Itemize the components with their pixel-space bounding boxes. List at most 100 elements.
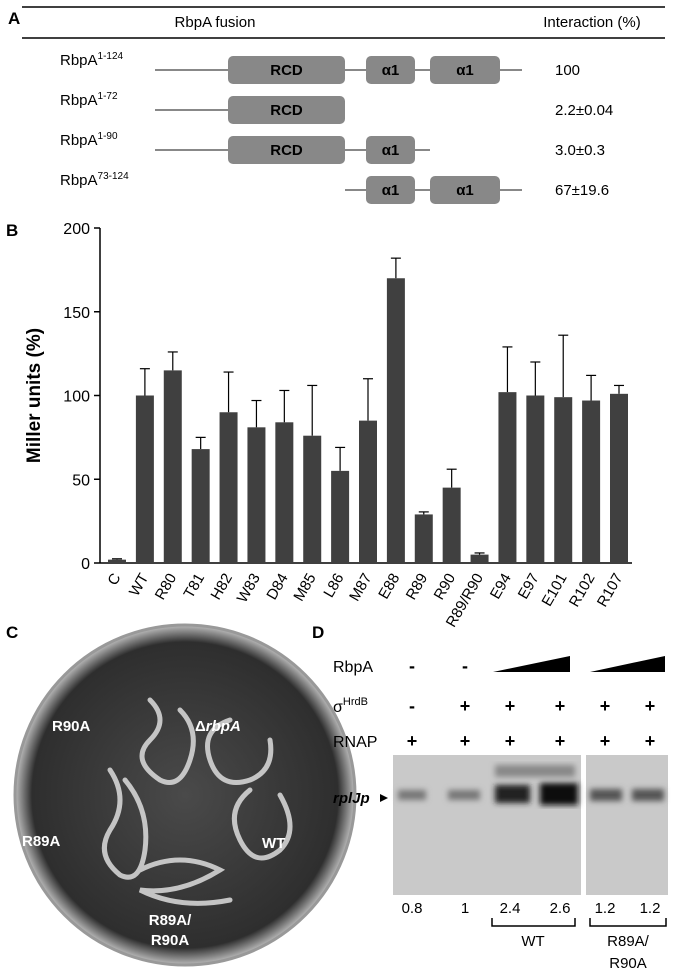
domain-label: α1	[456, 182, 474, 199]
quant: 2.6	[550, 900, 571, 917]
bracket	[491, 918, 576, 927]
bracket	[589, 918, 667, 927]
domain-label: RCD	[270, 62, 303, 79]
x-tick-label: M87	[346, 571, 375, 605]
range: 1-90	[98, 131, 118, 142]
sign: -	[462, 656, 468, 676]
interaction: 3.0±0.3	[555, 142, 605, 159]
sign: +	[555, 731, 566, 751]
y-tick-label: 0	[81, 556, 90, 573]
group-label: R90A	[609, 955, 647, 972]
x-tick-label: E97	[515, 571, 543, 603]
bar	[219, 412, 238, 563]
sign: -	[409, 696, 415, 716]
header: RbpA fusion	[175, 14, 256, 31]
domain	[228, 96, 345, 124]
x-tick-label: R102	[566, 571, 599, 611]
promoter-label: rplJp	[333, 790, 370, 807]
x-tick-label: D84	[263, 571, 291, 603]
y-tick-label: 150	[63, 305, 90, 322]
domain-label: α1	[456, 62, 474, 79]
delta: Δ	[195, 718, 206, 735]
group-label: R89A/	[607, 933, 650, 950]
strain-label: R89A/	[149, 912, 192, 929]
bar	[108, 559, 126, 563]
sign: +	[505, 731, 516, 751]
x-tick-label: C	[104, 570, 124, 588]
plate	[13, 623, 357, 967]
domain	[430, 176, 500, 204]
sign: +	[645, 696, 656, 716]
sup: HrdB	[343, 696, 368, 708]
bar	[554, 397, 573, 563]
bar	[414, 514, 433, 563]
quant: 1	[461, 900, 469, 917]
x-tick-label: R90	[431, 571, 459, 603]
y-axis-label: Miller units (%)	[24, 328, 45, 463]
bar	[191, 449, 210, 563]
bar	[498, 392, 517, 563]
sign: +	[600, 696, 611, 716]
domain	[366, 56, 415, 84]
x-tick-label: E88	[375, 571, 403, 603]
domain	[228, 136, 345, 164]
domain	[366, 176, 415, 204]
bar	[163, 370, 182, 563]
bar	[582, 400, 601, 563]
gradient-triangle	[590, 656, 665, 672]
sign: -	[409, 656, 415, 676]
gel	[586, 755, 668, 895]
name: RbpA	[333, 659, 373, 676]
panel-label: D	[312, 623, 324, 642]
interaction: 2.2±0.04	[555, 102, 613, 119]
arrowhead	[380, 794, 388, 802]
y-tick-label: 100	[63, 389, 90, 406]
sign: +	[505, 696, 516, 716]
domain-label: α1	[382, 182, 400, 199]
quant: 1.2	[595, 900, 616, 917]
gene: rbpA	[206, 718, 241, 735]
interaction: 100	[555, 62, 580, 79]
bar	[386, 278, 405, 563]
sign: +	[600, 731, 611, 751]
x-tick-label: R107	[594, 571, 627, 611]
streaks	[101, 697, 293, 906]
sign: +	[407, 731, 418, 751]
fusion-name: RbpA1-124	[60, 51, 124, 69]
bar	[247, 427, 266, 563]
fusion-name: RbpA1-90	[60, 131, 118, 149]
panel-label: B	[6, 221, 18, 240]
bar	[442, 487, 461, 563]
domain-label: α1	[382, 62, 400, 79]
strain-label: R89A	[22, 833, 61, 850]
quant: 2.4	[500, 900, 521, 917]
panel-label: C	[6, 623, 18, 642]
group-label: WT	[521, 933, 544, 950]
range: 1-72	[98, 91, 118, 102]
x-tick-label: E101	[538, 571, 570, 610]
quant: 0.8	[402, 900, 423, 917]
strain-label: ΔrbpA	[195, 718, 241, 735]
sign: +	[460, 696, 471, 716]
x-tick-label: W83	[234, 571, 264, 606]
domain	[366, 136, 415, 164]
gel	[393, 755, 581, 895]
x-tick-label: R80	[152, 571, 180, 603]
strain-label: R90A	[151, 932, 190, 949]
header: Interaction (%)	[543, 14, 641, 31]
name: σ	[333, 699, 343, 716]
domain-label: RCD	[270, 102, 303, 119]
range: 1-124	[98, 51, 124, 62]
x-tick-label: H82	[208, 571, 236, 603]
sign: +	[555, 696, 566, 716]
sign: +	[645, 731, 656, 751]
name: RNAP	[333, 734, 377, 751]
sign: +	[460, 731, 471, 751]
fusion-name: RbpA73-124	[60, 171, 129, 189]
quant: 1.2	[640, 900, 661, 917]
fusion-name: RbpA1-72	[60, 91, 118, 109]
bar	[610, 393, 628, 563]
row-label: σHrdB	[333, 696, 368, 716]
bar	[135, 395, 154, 563]
